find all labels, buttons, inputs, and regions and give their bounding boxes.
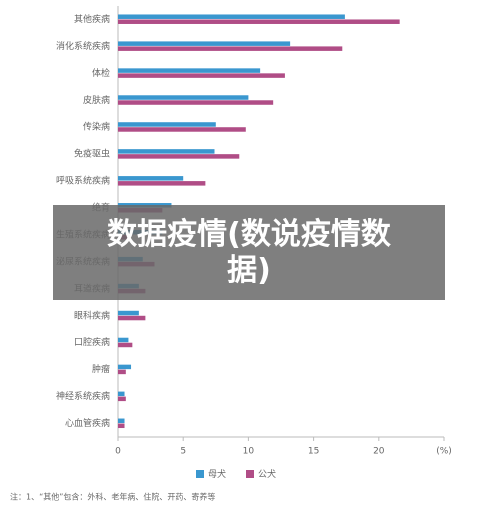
y-tick-label: 皮肤病 xyxy=(83,94,110,106)
bar xyxy=(118,418,125,424)
legend-label: 公犬 xyxy=(258,468,276,480)
x-tick-label: 10 xyxy=(243,447,255,457)
bar xyxy=(118,181,206,186)
bar xyxy=(118,68,261,73)
bar xyxy=(118,364,132,370)
y-tick-label: 肿瘤 xyxy=(92,363,110,375)
legend-swatch xyxy=(196,470,204,478)
bar xyxy=(118,149,215,154)
y-tick-label: 传染病 xyxy=(83,121,110,133)
bar xyxy=(118,41,291,46)
y-tick-label: 眼科疾病 xyxy=(74,309,110,321)
bar xyxy=(118,122,216,127)
bar xyxy=(118,127,246,132)
y-tick-label: 口腔疾病 xyxy=(74,336,110,348)
footnote: 注：1、“其他”包含：外科、老年病、住院、开药、寄养等 xyxy=(10,492,215,502)
y-tick-label: 呼吸系统疾病 xyxy=(56,175,110,187)
x-tick-label: 0 xyxy=(115,447,121,457)
bar xyxy=(118,391,125,397)
x-tick-label: 15 xyxy=(308,447,319,457)
bar xyxy=(118,14,345,19)
y-tick-label: 消化系统疾病 xyxy=(56,40,110,52)
bar xyxy=(118,19,400,24)
y-tick-label: 体检 xyxy=(92,67,110,79)
y-tick-label: 其他疾病 xyxy=(74,13,110,25)
bar xyxy=(118,176,184,181)
bar xyxy=(118,154,240,159)
bar xyxy=(118,423,125,429)
bar xyxy=(118,95,249,100)
bar xyxy=(118,46,343,51)
x-tick-label: 5 xyxy=(180,447,186,457)
y-tick-label: 神经系统疾病 xyxy=(56,390,110,402)
y-tick-label: 心血管疾病 xyxy=(65,417,110,429)
bar xyxy=(118,369,126,375)
bar xyxy=(118,337,129,343)
banner: 数据疫情(数说疫情数据) xyxy=(53,205,445,300)
bar xyxy=(118,342,133,348)
bar xyxy=(118,310,139,316)
legend-label: 母犬 xyxy=(208,468,226,480)
bar xyxy=(118,396,126,402)
y-tick-label: 免疫驱虫 xyxy=(74,148,110,160)
x-tick-label: (%) xyxy=(436,447,452,457)
bar xyxy=(118,73,285,78)
x-tick-label: 20 xyxy=(373,447,385,457)
bar xyxy=(118,315,146,321)
bar xyxy=(118,100,274,105)
legend-swatch xyxy=(246,470,254,478)
banner-text: 数据疫情(数说疫情数据) xyxy=(107,216,391,288)
